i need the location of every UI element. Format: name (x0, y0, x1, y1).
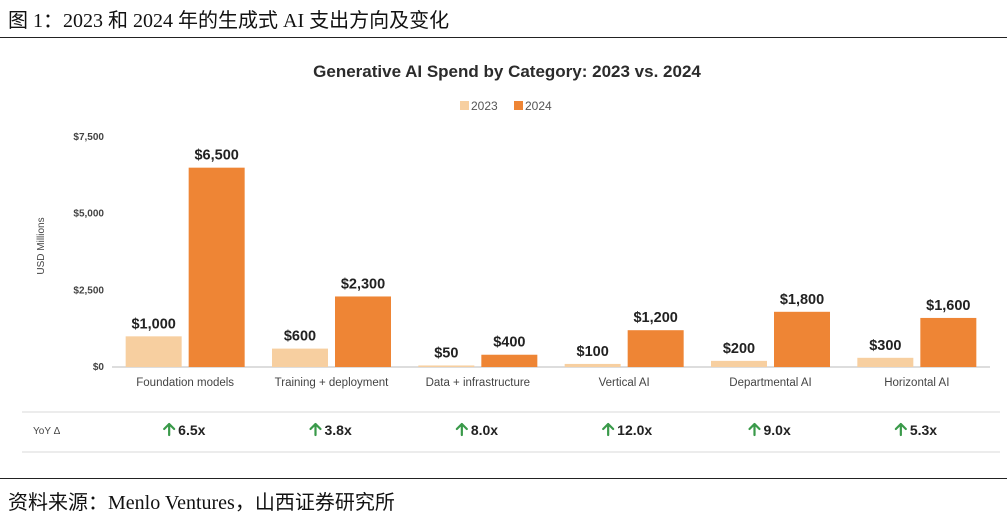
x-axis-categories: Foundation models Training + deployment Da… (136, 377, 949, 389)
yoy-value: 5.3x (910, 422, 937, 438)
yoy-value: 6.5x (178, 422, 205, 438)
legend-label-2023: 2023 (471, 99, 498, 113)
data-label-2023: $600 (284, 329, 316, 345)
up-arrow-icon (163, 422, 176, 437)
y-tick-label: $7,500 (73, 132, 104, 143)
yoy-value: 12.0x (617, 422, 652, 438)
bar-2024-3 (481, 354, 538, 367)
bar-2023-3 (418, 365, 475, 367)
top-rule (0, 37, 1007, 38)
y-axis-label: USD Millions (36, 217, 47, 274)
up-arrow-icon (455, 422, 468, 437)
y-tick-label: $0 (93, 362, 105, 373)
bar-2023-6 (857, 357, 914, 367)
data-label-2023: $100 (577, 344, 609, 360)
bar-2023-5 (711, 360, 767, 367)
data-label-2024: $2,300 (341, 276, 385, 292)
bar-chart: Generative AI Spend by Category: 2023 vs… (22, 62, 1000, 453)
bar-2024-2 (335, 296, 391, 367)
data-label-2023: $1,000 (131, 316, 175, 332)
category-label: Vertical AI (599, 377, 650, 389)
chart-title: Generative AI Spend by Category: 2023 vs… (313, 62, 701, 81)
category-label: Training + deployment (275, 377, 389, 389)
plot-area: $1,000 $6,500 $600 $2,300 $50 $400 $100 $1,200 $… (112, 148, 990, 368)
bar-2024-1 (188, 167, 245, 367)
bar-2023-2 (272, 348, 328, 367)
bar-2023-4 (564, 363, 621, 367)
bar-2024-4 (627, 330, 684, 367)
data-label-2024: $1,800 (780, 292, 824, 308)
figure-caption: 图 1：2023 和 2024 年的生成式 AI 支出方向及变化 (8, 10, 450, 32)
data-label-2024: $1,600 (926, 298, 970, 314)
y-tick-label: $5,000 (73, 209, 104, 220)
category-label: Horizontal AI (884, 377, 949, 389)
up-arrow-icon (894, 422, 907, 437)
y-axis-ticks: $0 $2,500 $5,000 $7,500 (73, 132, 104, 373)
up-arrow-icon (309, 422, 322, 437)
category-label: Departmental AI (729, 377, 811, 389)
data-label-2024: $1,200 (633, 310, 677, 326)
category-label: Foundation models (136, 377, 234, 389)
data-label-2023: $50 (434, 345, 458, 361)
up-arrow-icon (748, 422, 761, 437)
up-arrow-icon (602, 422, 615, 437)
yoy-value: 8.0x (471, 422, 498, 438)
legend-swatch-2024 (514, 101, 523, 110)
yoy-row: 6.5x 3.8x 8.0x 12.0x 9.0x 5.3x (22, 411, 1000, 453)
category-label: Data + infrastructure (426, 377, 531, 389)
data-label-2024: $6,500 (194, 148, 238, 164)
data-label-2023: $300 (869, 338, 901, 354)
data-label-2024: $400 (493, 335, 525, 351)
bottom-rule (0, 478, 1007, 479)
legend-label-2024: 2024 (525, 99, 552, 113)
legend-swatch-2023 (460, 101, 469, 110)
yoy-value: 9.0x (764, 422, 791, 438)
legend: 2023 2024 (460, 99, 552, 113)
source-note: 资料来源：Menlo Ventures，山西证券研究所 (8, 492, 395, 514)
bar-2023-1 (125, 336, 182, 367)
y-tick-label: $2,500 (73, 285, 104, 296)
yoy-value: 3.8x (325, 422, 352, 438)
bar-2024-5 (774, 311, 830, 367)
yoy-row-label: YoY Δ (33, 426, 61, 437)
data-label-2023: $200 (723, 341, 755, 357)
bar-2024-6 (920, 317, 977, 367)
